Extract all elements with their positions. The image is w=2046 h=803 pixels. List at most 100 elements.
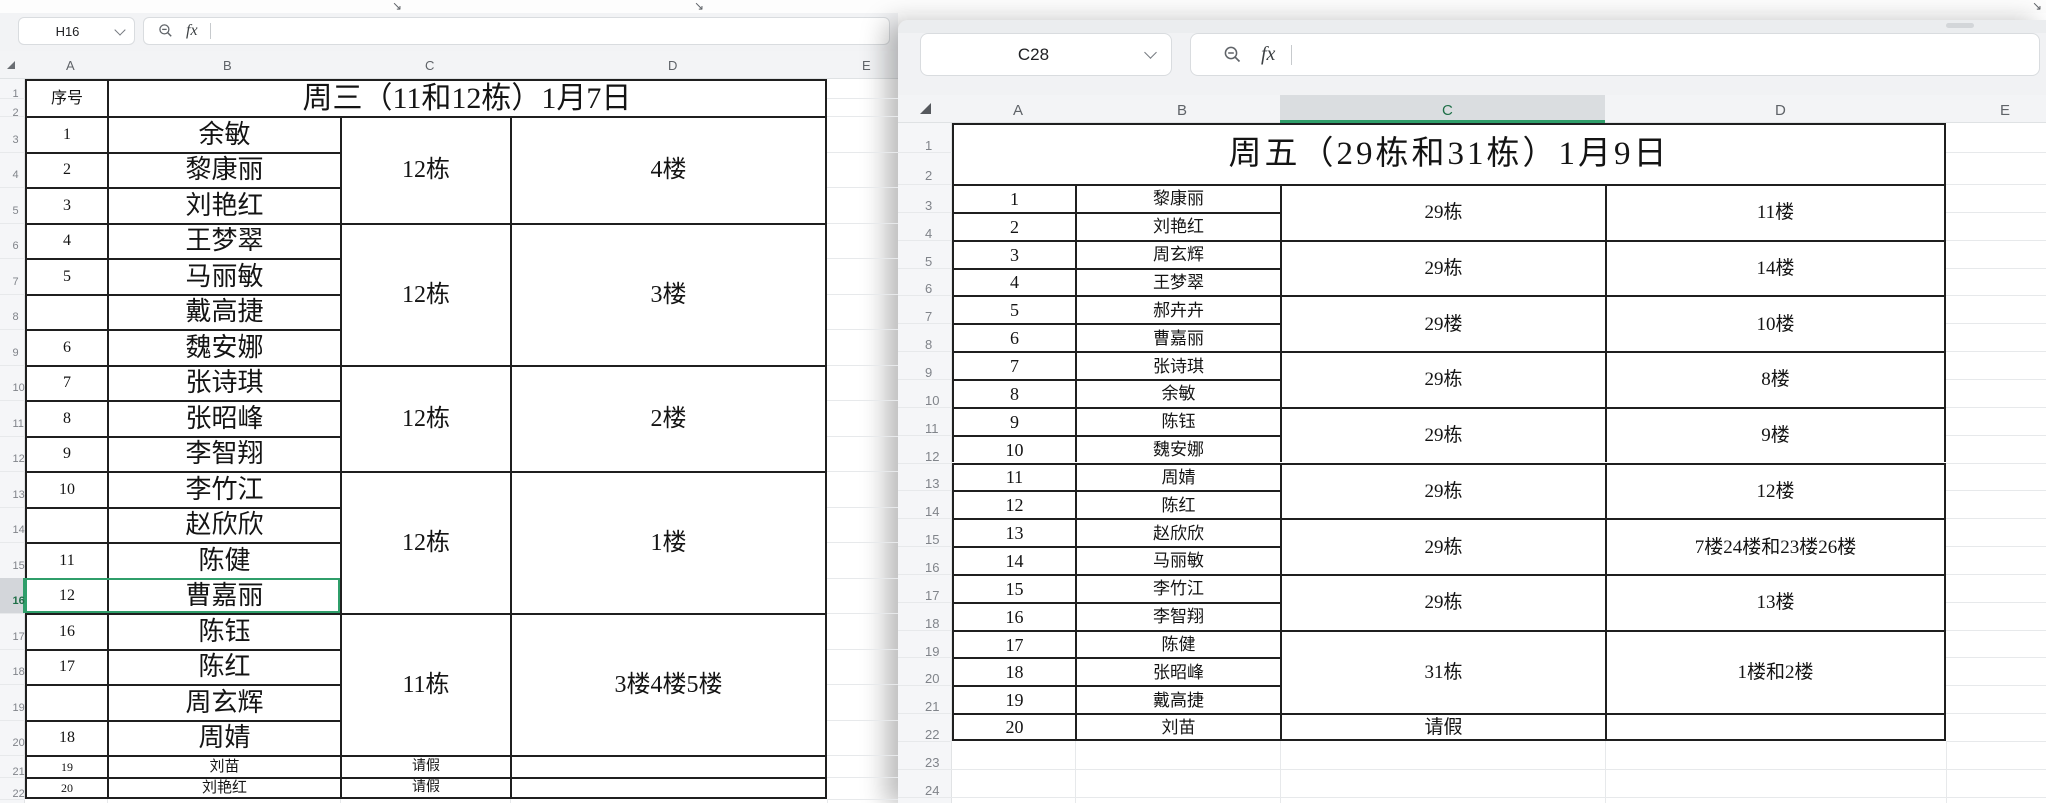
cell-d13[interactable]: 1楼 xyxy=(510,471,827,613)
right-name-box[interactable]: C28 xyxy=(920,33,1172,76)
cell-b9[interactable]: 张诗琪 xyxy=(1075,351,1280,379)
cell-a20[interactable]: 18 xyxy=(25,719,107,755)
cell-c21[interactable]: 请假 xyxy=(340,755,510,777)
cell-a5[interactable]: 3 xyxy=(952,239,1075,268)
cell-c17[interactable]: 29栋 xyxy=(1280,573,1605,630)
cell-a15[interactable]: 11 xyxy=(25,542,107,578)
cell-c3[interactable]: 29栋 xyxy=(1280,184,1605,240)
cell-a7[interactable]: 5 xyxy=(952,295,1075,324)
cell-b6[interactable]: 王梦翠 xyxy=(1075,267,1280,296)
left-formula-field[interactable]: fx xyxy=(143,17,890,45)
cell-c22[interactable]: 请假 xyxy=(340,777,510,799)
cell-a14[interactable] xyxy=(25,506,107,542)
cell-d17[interactable]: 13楼 xyxy=(1605,573,1946,630)
cell-b20[interactable]: 周婧 xyxy=(107,719,340,755)
cell-a16[interactable]: 12 xyxy=(25,577,107,613)
cell-c11[interactable]: 29栋 xyxy=(1280,406,1605,463)
cell-a9[interactable]: 7 xyxy=(952,351,1075,379)
cell-c5[interactable]: 29栋 xyxy=(1280,239,1605,296)
left-title-cell[interactable]: 周三（11和12栋）1月7日 xyxy=(107,79,827,116)
cell-a21[interactable]: 19 xyxy=(952,685,1075,714)
cell-a14[interactable]: 12 xyxy=(952,490,1075,519)
cell-b15[interactable]: 赵欣欣 xyxy=(1075,518,1280,547)
left-row-header-selected[interactable] xyxy=(0,577,25,613)
chevron-down-icon[interactable] xyxy=(1144,46,1157,59)
cell-a11[interactable]: 8 xyxy=(25,400,107,436)
cell-b16[interactable]: 曹嘉丽 xyxy=(107,577,340,613)
cell-b22[interactable]: 刘苗 xyxy=(1075,713,1280,741)
cell-b21[interactable]: 刘苗 xyxy=(107,755,340,777)
cell-b7[interactable]: 郝卉卉 xyxy=(1075,295,1280,324)
left-name-box[interactable]: H16 xyxy=(18,17,135,45)
cell-a6[interactable]: 4 xyxy=(952,267,1075,296)
cell-b19[interactable]: 陈健 xyxy=(1075,629,1280,658)
cell-b5[interactable]: 刘艳红 xyxy=(107,187,340,223)
cell-a13[interactable]: 11 xyxy=(952,462,1075,491)
cell-a9[interactable]: 6 xyxy=(25,329,107,365)
zoom-out-icon[interactable] xyxy=(1223,45,1243,65)
zoom-out-icon[interactable] xyxy=(158,23,174,39)
cell-a18[interactable]: 16 xyxy=(952,601,1075,630)
cell-b11[interactable]: 陈钰 xyxy=(1075,406,1280,435)
cell-b12[interactable]: 魏安娜 xyxy=(1075,434,1280,463)
cell-c13[interactable]: 12栋 xyxy=(340,471,510,613)
cell-d15[interactable]: 7楼24楼和23楼26楼 xyxy=(1605,518,1946,574)
cell-d5[interactable]: 14楼 xyxy=(1605,239,1946,296)
cell-b17[interactable]: 李竹江 xyxy=(1075,573,1280,602)
cell-b18[interactable]: 陈红 xyxy=(107,648,340,684)
chevron-down-icon[interactable] xyxy=(114,23,126,36)
cell-c6[interactable]: 12栋 xyxy=(340,222,510,365)
cell-b22[interactable]: 刘艳红 xyxy=(107,777,340,799)
cell-b20[interactable]: 张昭峰 xyxy=(1075,657,1280,686)
cell-a15[interactable]: 13 xyxy=(952,518,1075,547)
cell-c9[interactable]: 29栋 xyxy=(1280,351,1605,407)
cell-a10[interactable]: 8 xyxy=(952,378,1075,407)
cell-b18[interactable]: 李智翔 xyxy=(1075,601,1280,630)
cell-a17[interactable]: 16 xyxy=(25,613,107,649)
cell-c15[interactable]: 29栋 xyxy=(1280,518,1605,574)
cell-b16[interactable]: 马丽敏 xyxy=(1075,546,1280,574)
cell-a8[interactable]: 6 xyxy=(952,323,1075,352)
cell-d22[interactable] xyxy=(510,777,827,799)
cell-b11[interactable]: 张昭峰 xyxy=(107,400,340,436)
cell-d22[interactable] xyxy=(1605,713,1946,741)
cell-b10[interactable]: 余敏 xyxy=(1075,378,1280,407)
cell-b13[interactable]: 周婧 xyxy=(1075,462,1280,491)
cell-c19[interactable]: 31栋 xyxy=(1280,629,1605,714)
cell-b12[interactable]: 李智翔 xyxy=(107,435,340,471)
cell-a20[interactable]: 18 xyxy=(952,657,1075,686)
serial-header-cell[interactable]: 序号 xyxy=(25,79,107,116)
cell-c7[interactable]: 29楼 xyxy=(1280,295,1605,352)
cell-a21[interactable]: 19 xyxy=(25,755,107,777)
cell-b14[interactable]: 陈红 xyxy=(1075,490,1280,519)
cell-a17[interactable]: 15 xyxy=(952,573,1075,602)
cell-a4[interactable]: 2 xyxy=(952,211,1075,240)
cell-b13[interactable]: 李竹江 xyxy=(107,471,340,507)
cell-a12[interactable]: 10 xyxy=(952,434,1075,463)
cell-b17[interactable]: 陈钰 xyxy=(107,613,340,649)
cell-c13[interactable]: 29栋 xyxy=(1280,462,1605,519)
cell-d9[interactable]: 8楼 xyxy=(1605,351,1946,407)
cell-c10[interactable]: 12栋 xyxy=(340,364,510,471)
cell-a16[interactable]: 14 xyxy=(952,546,1075,574)
cell-b21[interactable]: 戴高捷 xyxy=(1075,685,1280,714)
cell-d17[interactable]: 3楼4楼5楼 xyxy=(510,613,827,755)
cell-d10[interactable]: 2楼 xyxy=(510,364,827,471)
cell-b9[interactable]: 魏安娜 xyxy=(107,329,340,365)
cell-c3[interactable]: 12栋 xyxy=(340,116,510,223)
cell-a19[interactable] xyxy=(25,684,107,720)
cell-a13[interactable]: 10 xyxy=(25,471,107,507)
cell-c22[interactable]: 请假 xyxy=(1280,713,1605,741)
cell-a8[interactable] xyxy=(25,293,107,329)
cell-a5[interactable]: 3 xyxy=(25,187,107,223)
cell-a10[interactable]: 7 xyxy=(25,364,107,400)
cell-a3[interactable]: 1 xyxy=(25,116,107,152)
cell-b8[interactable]: 戴高捷 xyxy=(107,293,340,329)
cell-d13[interactable]: 12楼 xyxy=(1605,462,1946,519)
cell-b4[interactable]: 黎康丽 xyxy=(107,151,340,187)
cell-b5[interactable]: 周玄辉 xyxy=(1075,239,1280,268)
right-column-header-selected[interactable] xyxy=(1280,95,1605,123)
select-all-corner-icon[interactable] xyxy=(7,61,15,69)
cell-b14[interactable]: 赵欣欣 xyxy=(107,506,340,542)
cell-a11[interactable]: 9 xyxy=(952,406,1075,435)
